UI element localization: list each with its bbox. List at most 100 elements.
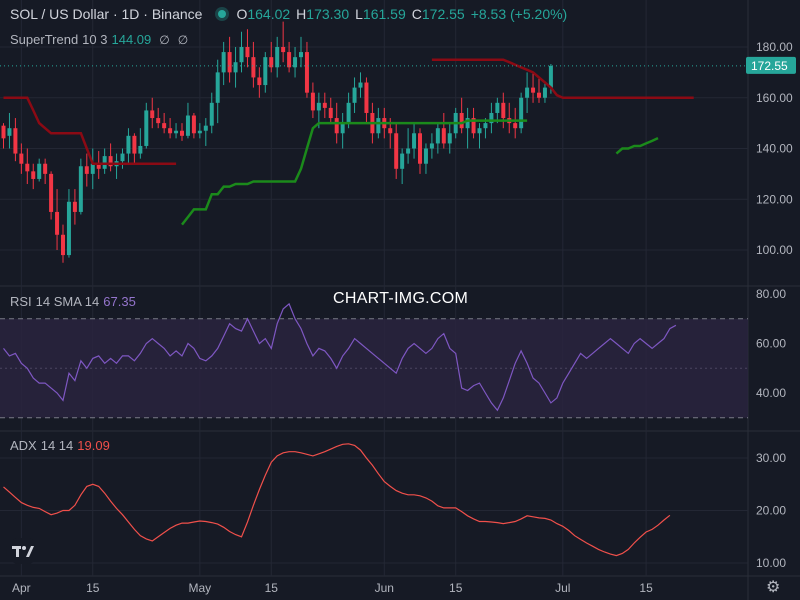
candle-body bbox=[435, 128, 440, 144]
null-value-icon: ∅ bbox=[177, 33, 189, 47]
rsi-tick-label: 80.00 bbox=[756, 287, 786, 301]
candle-body bbox=[334, 118, 339, 134]
candle-body bbox=[174, 130, 179, 134]
candle-body bbox=[388, 128, 393, 134]
close-value: 172.55 bbox=[421, 6, 465, 22]
candle-body bbox=[156, 118, 161, 124]
price-tick-label: 120.00 bbox=[756, 192, 793, 206]
adx-tick-label: 30.00 bbox=[756, 451, 786, 465]
price-tick-label: 100.00 bbox=[756, 243, 793, 257]
candle-body bbox=[90, 163, 95, 174]
candle-body bbox=[316, 102, 321, 111]
close-label: C bbox=[411, 6, 422, 22]
candle-body bbox=[144, 110, 149, 146]
candle-body bbox=[108, 156, 113, 167]
time-tick-label: 15 bbox=[639, 581, 653, 595]
candle-body bbox=[19, 153, 24, 164]
supertrend-line bbox=[615, 136, 659, 155]
open-label: O bbox=[236, 6, 248, 22]
supertrend-line bbox=[3, 96, 177, 165]
candle-body bbox=[548, 65, 553, 88]
candle-body bbox=[180, 130, 184, 136]
market-status-icon bbox=[218, 10, 227, 18]
candle-body bbox=[423, 148, 428, 164]
candle-body bbox=[525, 87, 530, 98]
candle-body bbox=[394, 133, 399, 169]
candle-body bbox=[441, 128, 446, 144]
price-tick-label: 140.00 bbox=[756, 142, 793, 156]
candle-body bbox=[13, 128, 18, 154]
supertrend-line bbox=[181, 119, 528, 226]
candle-body bbox=[489, 112, 494, 124]
adx-legend[interactable]: ADX 14 14 19.09 bbox=[10, 438, 114, 453]
candle-body bbox=[275, 47, 280, 68]
tradingview-logo-icon[interactable] bbox=[6, 538, 40, 564]
candle-body bbox=[501, 102, 506, 119]
candle-body bbox=[66, 201, 71, 256]
gear-icon[interactable]: ⚙ bbox=[766, 579, 781, 596]
candle-body bbox=[263, 57, 268, 86]
candle-body bbox=[340, 123, 345, 134]
adx-params: 14 14 bbox=[40, 438, 74, 453]
candle-body bbox=[84, 166, 89, 174]
candle-body bbox=[162, 123, 167, 129]
rsi-legend[interactable]: RSI 14 SMA 14 67.35 bbox=[10, 294, 140, 309]
price-tick-label: 180.00 bbox=[756, 40, 793, 54]
open-value: 164.02 bbox=[247, 6, 291, 22]
candle-body bbox=[49, 173, 54, 212]
rsi-params: 14 SMA 14 bbox=[35, 294, 100, 309]
candle-body bbox=[364, 82, 369, 113]
candle-body bbox=[483, 123, 488, 129]
candle-body bbox=[299, 52, 303, 58]
symbol-title[interactable]: SOL / US Dollar · 1D · Binance bbox=[10, 6, 203, 22]
supertrend-line bbox=[431, 58, 694, 100]
candle-body bbox=[185, 115, 190, 136]
candle-body bbox=[221, 52, 226, 73]
candle-body bbox=[269, 57, 274, 68]
candle-body bbox=[376, 118, 381, 134]
rsi-tick-label: 40.00 bbox=[756, 386, 786, 400]
candle-body bbox=[406, 148, 411, 154]
candle-body bbox=[7, 128, 12, 136]
supertrend-legend[interactable]: SuperTrend 10 3 144.09 ∅ ∅ bbox=[10, 32, 192, 47]
candle-body bbox=[132, 135, 137, 154]
candle-body bbox=[531, 87, 536, 93]
candle-body bbox=[519, 97, 524, 129]
candle-body bbox=[471, 118, 476, 134]
candle-body bbox=[322, 102, 327, 108]
last-price-badge bbox=[746, 56, 796, 74]
time-tick-label: 15 bbox=[265, 581, 279, 595]
candle-body bbox=[209, 102, 214, 126]
supertrend-value: 144.09 bbox=[111, 32, 152, 47]
candle-body bbox=[459, 112, 464, 129]
candle-body bbox=[1, 125, 6, 139]
time-tick-label: Jun bbox=[375, 581, 394, 595]
supertrend-name: SuperTrend bbox=[10, 32, 79, 47]
candle-body bbox=[55, 211, 60, 235]
adx-line bbox=[3, 443, 671, 557]
candle-body bbox=[78, 166, 83, 212]
candle-body bbox=[37, 163, 42, 179]
candle-body bbox=[287, 52, 292, 68]
high-label: H bbox=[296, 6, 307, 22]
candle-body bbox=[412, 133, 417, 149]
high-value: 173.30 bbox=[306, 6, 350, 22]
candle-body bbox=[227, 52, 232, 73]
candle-body bbox=[310, 92, 315, 111]
adx-name: ADX bbox=[10, 438, 37, 453]
candle-body bbox=[352, 87, 357, 103]
candle-body bbox=[245, 47, 250, 58]
candle-body bbox=[197, 130, 202, 134]
watermark: CHART-IMG.COM bbox=[333, 290, 469, 307]
candle-body bbox=[542, 87, 547, 98]
candle-body bbox=[418, 133, 422, 164]
candle-body bbox=[429, 143, 434, 149]
supertrend-params: 10 3 bbox=[82, 32, 108, 47]
last-price-badge-label: 172.55 bbox=[751, 59, 788, 73]
candle-body bbox=[120, 153, 125, 162]
candle-body bbox=[203, 125, 208, 131]
rsi-value: 67.35 bbox=[103, 294, 136, 309]
